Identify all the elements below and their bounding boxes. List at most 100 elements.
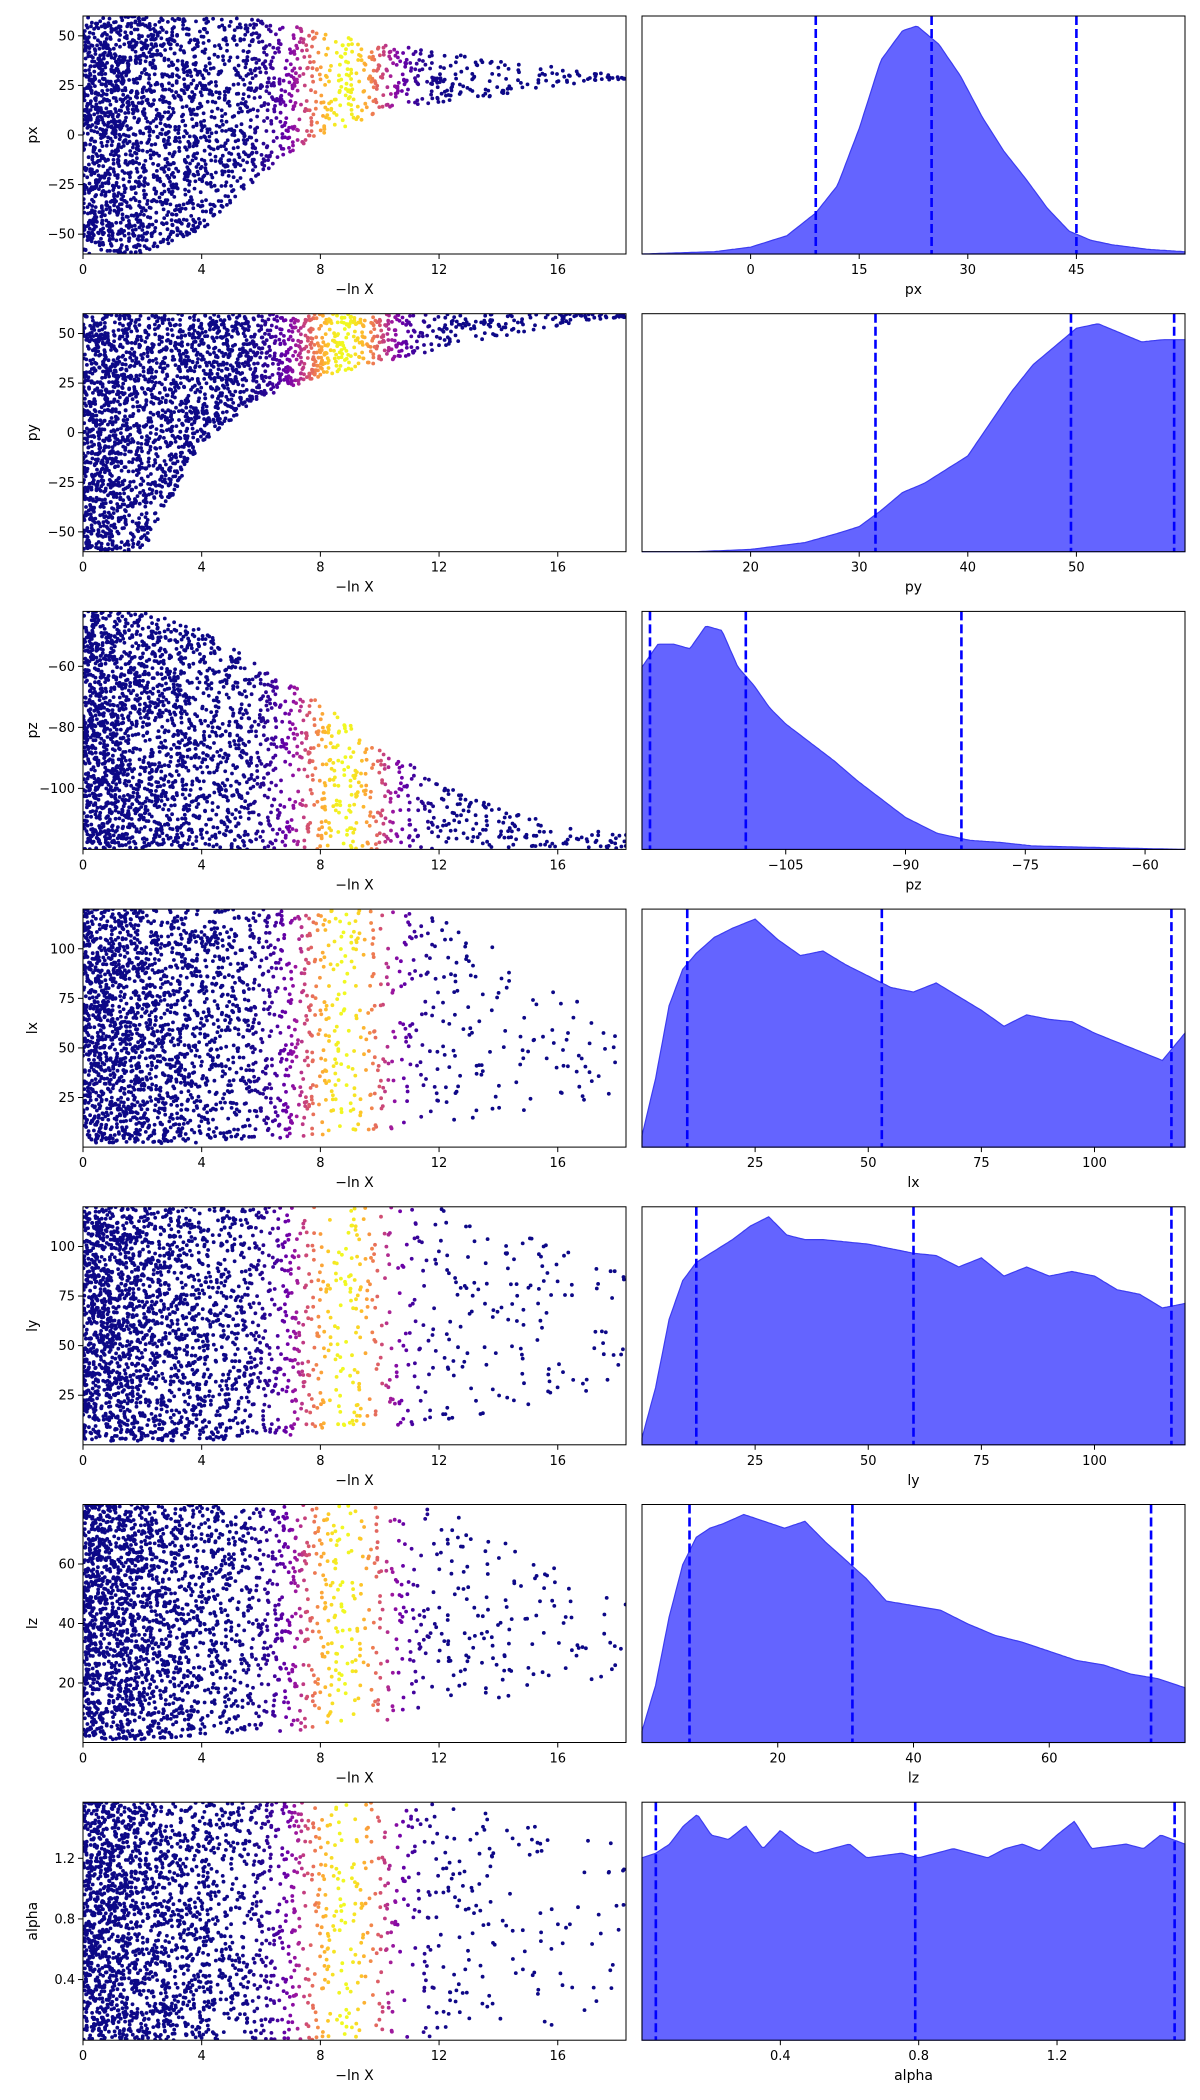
py-trace-ylabel: py [25, 424, 41, 441]
px-marginal-panel: 0 15 30 45 px [641, 15, 1186, 298]
ly-marginal-xtick-label-0: 25 [747, 1454, 764, 1469]
pz-trace-xlabel: −ln X [335, 877, 374, 893]
lx-marginal-xtick-label-1: 50 [860, 1156, 877, 1171]
lz-trace-ytick-label-0: 20 [58, 1677, 75, 1692]
py-trace-panel: 0 4 8 12 16 −ln X −50 −25 0 25 50 py [25, 313, 627, 596]
pz-trace-xtick-label-0: 0 [79, 858, 87, 873]
lx-trace-xtick-label-4: 16 [549, 1156, 566, 1171]
alpha-trace-frame [82, 1801, 627, 2041]
ly-trace-xtick-label-4: 16 [549, 1454, 566, 1469]
py-trace-xlabel: −ln X [335, 580, 374, 596]
ly-trace-xlabel: −ln X [335, 1473, 374, 1489]
alpha-trace-ytick-label-1: 0.8 [54, 1912, 75, 1927]
alpha-marginal-xtick-label-1: 0.8 [908, 2049, 929, 2064]
alpha-trace-panel: 0 4 8 12 16 −ln X 0.4 0.8 1.2 alpha [25, 1801, 627, 2084]
pz-trace-xtick-label-1: 4 [198, 858, 206, 873]
alpha-marginal-frame [641, 1801, 1186, 2041]
alpha-trace-xtick-label-2: 8 [316, 2049, 324, 2064]
pz-trace-panel: 0 4 8 12 16 −ln X −100 −80 −60 pz [25, 610, 627, 893]
lx-trace-xtick-label-3: 12 [431, 1156, 448, 1171]
lx-marginal-panel: 25 50 75 100 lx [641, 908, 1186, 1191]
pz-marginal-xtick-label-1: −90 [892, 858, 919, 873]
alpha-trace-ytick-label-0: 0.4 [54, 1973, 75, 1988]
py-marginal-density-area [642, 323, 1186, 553]
alpha-trace-xlabel: −ln X [335, 2068, 374, 2084]
alpha-marginal-panel: 0.4 0.8 1.2 alpha [641, 1801, 1186, 2084]
py-trace-ytick-label-3: 25 [58, 377, 75, 392]
ly-marginal-xtick-label-3: 100 [1082, 1454, 1107, 1469]
lx-trace-ylabel: lx [25, 1022, 41, 1034]
px-trace-xtick-label-1: 4 [198, 263, 206, 278]
lz-trace-xtick-label-1: 4 [198, 1752, 206, 1767]
ly-marginal-panel: 25 50 75 100 ly [641, 1206, 1186, 1489]
px-trace-xtick-label-3: 12 [431, 263, 448, 278]
alpha-trace-ylabel: alpha [25, 1902, 41, 1941]
lx-trace-ytick-label-1: 50 [58, 1041, 75, 1056]
px-trace-ytick-label-4: 50 [58, 29, 75, 44]
lz-trace-points [83, 1504, 626, 1742]
lz-trace-ytick-label-2: 60 [58, 1558, 75, 1573]
py-trace-xtick-label-2: 8 [316, 561, 324, 576]
ly-marginal-frame [641, 1206, 1186, 1446]
alpha-marginal-xlabel: alpha [894, 2068, 933, 2084]
py-trace-ytick-label-1: −25 [48, 476, 75, 491]
px-trace-ytick-label-3: 25 [58, 79, 75, 94]
lz-trace-xtick-label-0: 0 [79, 1752, 87, 1767]
lz-marginal-xtick-label-2: 60 [1041, 1752, 1058, 1767]
alpha-marginal-xtick-label-2: 1.2 [1047, 2049, 1068, 2064]
lx-trace-xlabel: −ln X [335, 1175, 374, 1191]
py-marginal-panel: 20 30 40 50 py [641, 313, 1186, 596]
lx-trace-ytick-label-2: 75 [58, 992, 75, 1007]
pz-marginal-frame [641, 610, 1186, 850]
px-marginal-frame [641, 15, 1186, 255]
alpha-trace-xtick-label-4: 16 [549, 2049, 566, 2064]
ly-trace-points [83, 1206, 626, 1443]
py-trace-points [83, 313, 626, 552]
lz-trace-xlabel: −ln X [335, 1771, 374, 1787]
alpha-trace-xtick-label-3: 12 [431, 2049, 448, 2064]
py-trace-ytick-label-2: 0 [67, 426, 75, 441]
lx-trace-frame [82, 908, 627, 1148]
lx-trace-ytick-label-3: 100 [50, 942, 75, 957]
px-marginal-xtick-label-1: 15 [851, 263, 868, 278]
pz-trace-xtick-label-4: 16 [549, 858, 566, 873]
lz-trace-xtick-label-2: 8 [316, 1752, 324, 1767]
pz-marginal-xlabel: pz [905, 877, 921, 893]
ly-marginal-xlabel: ly [907, 1473, 919, 1489]
lz-trace-ytick-label-1: 40 [58, 1617, 75, 1632]
py-marginal-xlabel: py [905, 580, 922, 596]
lz-marginal-density-area [641, 1513, 1186, 1744]
lx-marginal-xtick-label-3: 100 [1082, 1156, 1107, 1171]
px-trace-ylabel: px [25, 126, 41, 143]
py-trace-xtick-label-0: 0 [79, 561, 87, 576]
pz-marginal-xtick-label-3: −60 [1131, 858, 1158, 873]
lx-trace-xtick-label-0: 0 [79, 1156, 87, 1171]
ly-trace-xtick-label-3: 12 [431, 1454, 448, 1469]
alpha-trace-xtick-label-0: 0 [79, 2049, 87, 2064]
lx-marginal-xtick-label-2: 75 [973, 1156, 990, 1171]
pz-trace-xtick-label-2: 8 [316, 858, 324, 873]
lx-trace-ytick-label-0: 25 [58, 1091, 75, 1106]
lx-marginal-density-area [641, 918, 1186, 1148]
px-trace-ytick-label-2: 0 [67, 129, 75, 144]
pz-marginal-panel: −105 −90 −75 −60 pz [641, 610, 1186, 893]
lz-marginal-xtick-label-0: 20 [769, 1752, 786, 1767]
px-marginal-xtick-label-2: 30 [960, 263, 977, 278]
px-trace-xtick-label-0: 0 [79, 263, 87, 278]
pz-marginal-xtick-label-2: −75 [1012, 858, 1039, 873]
ly-trace-xtick-label-2: 8 [316, 1454, 324, 1469]
px-marginal-xtick-label-0: 0 [746, 263, 754, 278]
py-marginal-xtick-label-0: 20 [742, 561, 759, 576]
px-trace-ytick-label-0: −50 [48, 228, 75, 243]
px-marginal-xlabel: px [905, 282, 922, 298]
alpha-trace-points [83, 1802, 626, 2041]
lz-trace-panel: 0 4 8 12 16 −ln X 20 40 60 lz [25, 1504, 627, 1787]
py-trace-ytick-label-4: 50 [58, 327, 75, 342]
ly-trace-xtick-label-1: 4 [198, 1454, 206, 1469]
lz-trace-xtick-label-3: 12 [431, 1752, 448, 1767]
py-trace-xtick-label-1: 4 [198, 561, 206, 576]
lx-marginal-xtick-label-0: 25 [747, 1156, 764, 1171]
lx-trace-points [83, 909, 617, 1145]
ly-trace-panel: 0 4 8 12 16 −ln X 25 50 75 100 ly [25, 1206, 627, 1489]
pz-trace-ytick-label-0: −100 [39, 782, 75, 797]
